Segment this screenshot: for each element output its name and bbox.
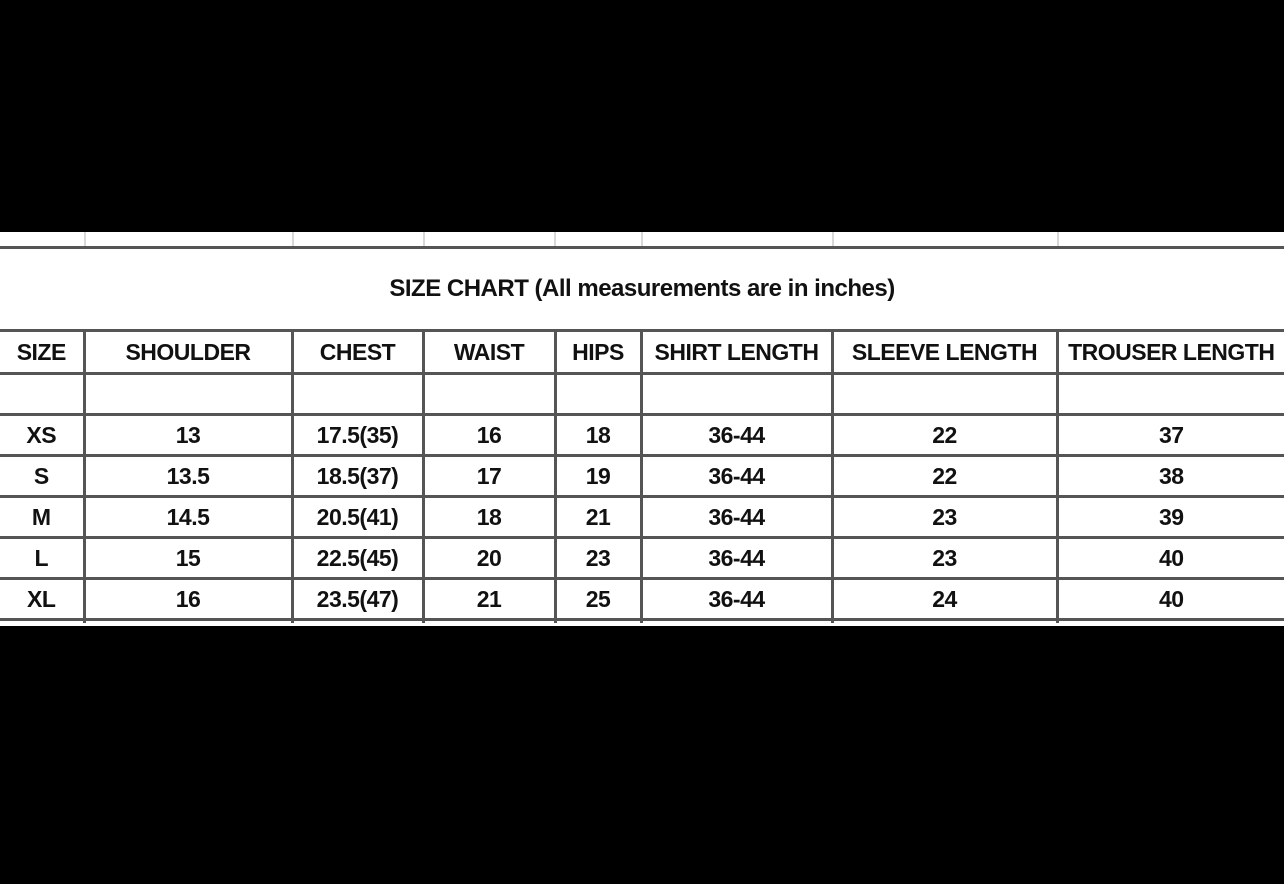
- top-grid-strip: [0, 232, 1284, 246]
- empty-cell: [0, 618, 86, 623]
- size-label: M: [0, 495, 86, 539]
- table-cell: 19: [553, 454, 643, 498]
- table-cell: 23: [553, 536, 643, 580]
- table-cell: 22.5(45): [290, 536, 425, 580]
- table-cell: 17.5(35): [290, 413, 425, 457]
- chart-title: SIZE CHART (All measurements are in inch…: [0, 246, 1284, 332]
- table-cell: 40: [1055, 536, 1284, 580]
- column-header: SIZE: [0, 329, 86, 375]
- column-header: WAIST: [421, 329, 557, 375]
- grid-line: [292, 232, 294, 246]
- table-cell: 18: [553, 413, 643, 457]
- table-cell: 36-44: [639, 536, 834, 580]
- empty-cell: [1055, 372, 1284, 416]
- trailing-row: [0, 618, 1284, 623]
- table-cell: 20: [421, 536, 557, 580]
- table-cell: 17: [421, 454, 557, 498]
- table-cell: 22: [830, 413, 1059, 457]
- table-cell: 22: [830, 454, 1059, 498]
- column-header: SHIRT LENGTH: [639, 329, 834, 375]
- empty-cell: [82, 372, 294, 416]
- grid-line: [832, 232, 834, 246]
- table-cell: 15: [82, 536, 294, 580]
- table-cell: 13: [82, 413, 294, 457]
- size-label: L: [0, 536, 86, 580]
- column-header: SLEEVE LENGTH: [830, 329, 1059, 375]
- grid-line: [84, 232, 86, 246]
- empty-cell: [553, 372, 643, 416]
- column-header: SHOULDER: [82, 329, 294, 375]
- table-cell: 36-44: [639, 413, 834, 457]
- table-cell: 40: [1055, 577, 1284, 621]
- table-cell: 16: [421, 413, 557, 457]
- column-header: TROUSER LENGTH: [1055, 329, 1284, 375]
- table-cell: 23: [830, 495, 1059, 539]
- empty-cell: [553, 618, 643, 623]
- size-chart-table: SIZE CHART (All measurements are in inch…: [0, 246, 1284, 623]
- table-cell: 39: [1055, 495, 1284, 539]
- table-row: M 14.5 20.5(41) 18 21 36-44 23 39: [0, 495, 1284, 539]
- table-row: S 13.5 18.5(37) 17 19 36-44 22 38: [0, 454, 1284, 498]
- empty-cell: [421, 372, 557, 416]
- column-header: CHEST: [290, 329, 425, 375]
- size-label: S: [0, 454, 86, 498]
- column-header: HIPS: [553, 329, 643, 375]
- table-cell: 18: [421, 495, 557, 539]
- table-cell: 20.5(41): [290, 495, 425, 539]
- table-cell: 16: [82, 577, 294, 621]
- size-label: XL: [0, 577, 86, 621]
- table-row: XL 16 23.5(47) 21 25 36-44 24 40: [0, 577, 1284, 621]
- grid-line: [1057, 232, 1059, 246]
- empty-cell: [830, 372, 1059, 416]
- table-cell: 37: [1055, 413, 1284, 457]
- table-cell: 24: [830, 577, 1059, 621]
- table-row: XS 13 17.5(35) 16 18 36-44 22 37: [0, 413, 1284, 457]
- empty-cell: [830, 618, 1059, 623]
- table-cell: 36-44: [639, 577, 834, 621]
- table-cell: 14.5: [82, 495, 294, 539]
- grid-line: [423, 232, 425, 246]
- empty-cell: [82, 618, 294, 623]
- size-label: XS: [0, 413, 86, 457]
- empty-cell: [639, 618, 834, 623]
- table-cell: 21: [421, 577, 557, 621]
- table-cell: 25: [553, 577, 643, 621]
- empty-cell: [290, 618, 425, 623]
- table-cell: 23.5(47): [290, 577, 425, 621]
- blank-row: [0, 372, 1284, 416]
- empty-cell: [639, 372, 834, 416]
- grid-line: [554, 232, 556, 246]
- empty-cell: [1055, 618, 1284, 623]
- grid-line: [641, 232, 643, 246]
- table-cell: 18.5(37): [290, 454, 425, 498]
- table-cell: 23: [830, 536, 1059, 580]
- table-cell: 21: [553, 495, 643, 539]
- table-cell: 13.5: [82, 454, 294, 498]
- empty-cell: [290, 372, 425, 416]
- empty-cell: [421, 618, 557, 623]
- table-cell: 36-44: [639, 495, 834, 539]
- size-chart-sheet: SIZE CHART (All measurements are in inch…: [0, 232, 1284, 626]
- header-row: SIZE SHOULDER CHEST WAIST HIPS SHIRT LENGTH SL…: [0, 329, 1284, 375]
- table-cell: 38: [1055, 454, 1284, 498]
- table-cell: 36-44: [639, 454, 834, 498]
- table-row: L 15 22.5(45) 20 23 36-44 23 40: [0, 536, 1284, 580]
- empty-cell: [0, 372, 86, 416]
